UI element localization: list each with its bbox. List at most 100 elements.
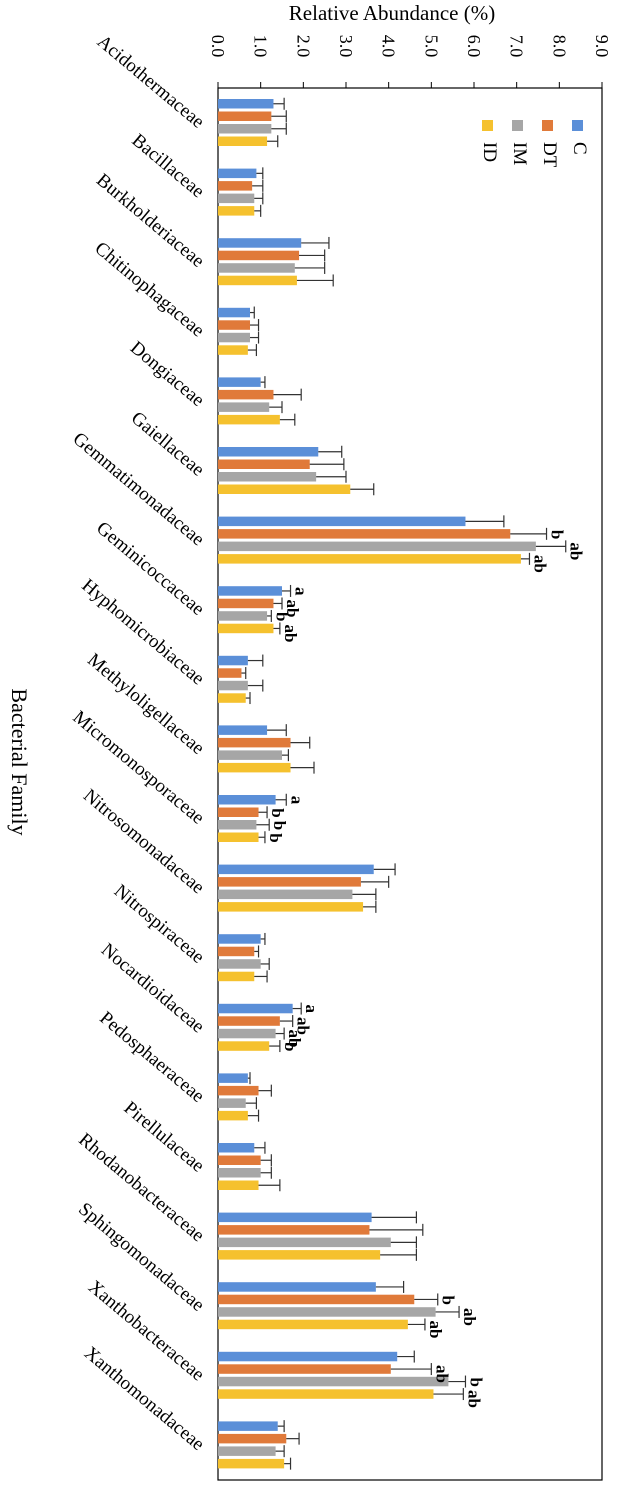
bar <box>218 1282 376 1292</box>
bar <box>218 611 268 621</box>
bar <box>218 206 255 216</box>
bar <box>218 414 280 425</box>
bar <box>218 529 511 539</box>
x-axis-title: Relative Abundance (%) <box>289 1 495 25</box>
legend-swatch <box>482 120 493 131</box>
bar <box>218 307 250 318</box>
bar <box>218 1212 372 1223</box>
bar <box>218 1085 259 1096</box>
bar <box>218 402 270 412</box>
category-label: Bacillaceae <box>128 130 209 202</box>
bar <box>218 877 361 887</box>
legend-swatch <box>542 120 553 131</box>
bar <box>218 1364 391 1374</box>
bar <box>218 459 310 469</box>
bar <box>218 1168 261 1178</box>
bar <box>218 1028 276 1039</box>
bar <box>218 807 259 817</box>
significance-letter: ab <box>530 555 549 573</box>
bar <box>218 1003 293 1014</box>
bar <box>218 1433 287 1444</box>
bar <box>218 250 300 261</box>
significance-letter: b <box>548 530 567 539</box>
significance-letter: a <box>302 1005 321 1014</box>
significance-letter: b <box>281 1042 300 1051</box>
legend: C DT IM ID <box>479 120 590 168</box>
bar <box>218 889 353 900</box>
bar <box>218 124 272 134</box>
category-label: Gaiellaceae <box>127 408 208 481</box>
bar <box>218 820 257 830</box>
bar <box>218 1421 278 1431</box>
x-tick-label: 5.0 <box>421 35 441 58</box>
bar <box>218 1041 270 1051</box>
bar <box>218 1180 259 1190</box>
bar <box>218 668 242 678</box>
bar <box>218 946 255 957</box>
bar <box>218 725 268 735</box>
bar <box>218 623 274 634</box>
legend-swatch <box>572 120 583 131</box>
x-tick-label: 4.0 <box>379 35 399 58</box>
significance-letter: ab <box>464 1390 483 1408</box>
bar <box>218 680 248 691</box>
bar <box>218 795 276 805</box>
significance-letter: b <box>272 612 291 621</box>
x-tick-label: 9.0 <box>592 35 612 58</box>
bar <box>218 1294 415 1305</box>
bar <box>218 762 291 773</box>
significance-letter: b <box>439 1295 458 1304</box>
bar <box>218 345 248 355</box>
bar <box>218 472 317 482</box>
bar <box>218 586 282 596</box>
category-label: Pirellulaceae <box>120 1097 209 1176</box>
significance-letter: ab <box>281 624 300 642</box>
bar <box>218 1458 285 1469</box>
bar <box>218 1155 261 1165</box>
significance-letter: ab <box>567 542 586 560</box>
bar <box>218 864 374 875</box>
legend-label: DT <box>539 142 560 168</box>
bar <box>218 902 364 912</box>
bar <box>218 516 466 527</box>
bar <box>218 750 282 760</box>
bar <box>218 655 248 666</box>
bars <box>218 99 536 1469</box>
x-tick-label: 8.0 <box>549 35 569 58</box>
bar <box>218 168 257 179</box>
bar <box>218 1319 408 1330</box>
bar <box>218 1446 276 1456</box>
category-label: Dongiaceae <box>126 337 208 411</box>
legend-label: ID <box>479 142 500 162</box>
category-label: Acidothermaceae <box>93 31 208 133</box>
significance-letter: ab <box>432 1365 451 1383</box>
bar <box>218 238 302 248</box>
category-labels: AcidothermaceaeBacillaceaeBurkholderiace… <box>69 31 209 1455</box>
significance-letter: a <box>287 796 306 805</box>
bar <box>218 1376 449 1387</box>
bar <box>218 332 250 343</box>
legend-label: IM <box>509 142 530 165</box>
significance-letter: a <box>292 587 311 596</box>
x-tick-label: 2.0 <box>293 35 313 58</box>
significance-letter: b <box>266 833 285 842</box>
bar <box>218 934 261 944</box>
bar <box>218 447 319 457</box>
x-axis-ticks: 0.0 1.0 2.0 3.0 4.0 5.0 6.0 7.0 8.0 9.0 <box>208 35 612 88</box>
bar <box>218 554 521 564</box>
y-axis-title: Bacterial Family <box>7 688 32 835</box>
bar <box>218 737 291 748</box>
bar <box>218 1225 370 1235</box>
significance-letter: ab <box>294 1017 313 1035</box>
bar <box>218 1073 248 1083</box>
bar <box>218 1351 398 1362</box>
x-tick-label: 6.0 <box>464 35 484 58</box>
bar <box>218 1110 248 1121</box>
error-bars <box>241 97 567 1470</box>
bar <box>218 1016 280 1026</box>
bar <box>218 693 246 703</box>
x-tick-label: 0.0 <box>208 35 228 58</box>
bar <box>218 1098 246 1108</box>
significance-letter: b <box>268 808 287 817</box>
